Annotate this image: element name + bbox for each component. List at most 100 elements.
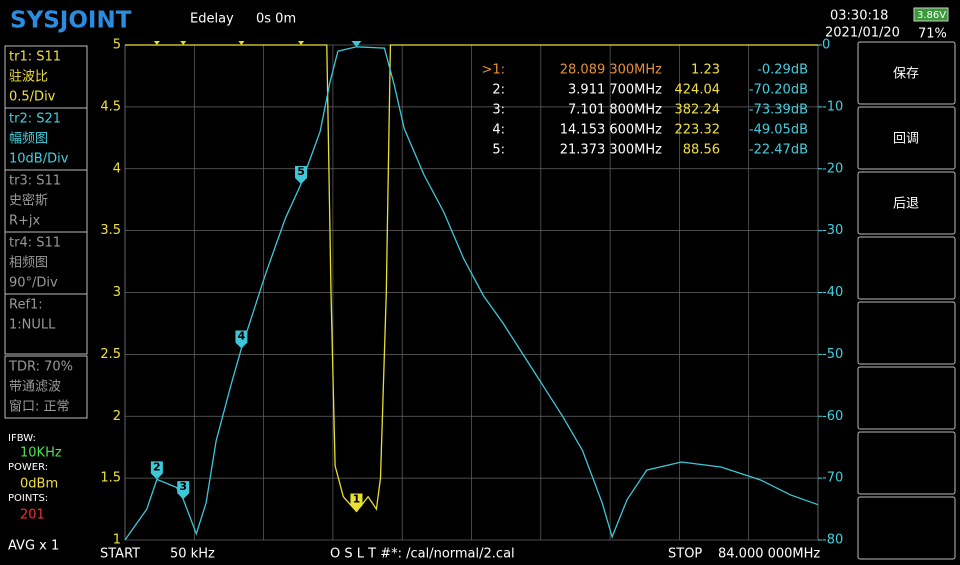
trace-scale: 0.5/Div	[9, 90, 56, 105]
tdr-window: 窗口: 正常	[9, 399, 70, 415]
y-tick-label: 1	[113, 533, 121, 548]
battery-percent: 71%	[918, 27, 947, 42]
marker-swr-value: 1.23	[691, 63, 720, 78]
trace-scale: 90°/Div	[9, 276, 58, 291]
y-tick-label: 3	[113, 285, 121, 300]
trace-name: tr1: S11	[9, 50, 61, 65]
y2-tick-label: -60	[822, 409, 843, 424]
active-marker	[351, 41, 362, 47]
marker-flag-label: 5	[297, 165, 305, 178]
marker-label: 3:	[492, 103, 505, 118]
marker-flag-label: 1	[353, 493, 361, 506]
y2-tick-label: -70	[822, 471, 843, 486]
marker-freq: 21.373 300MHz	[560, 143, 662, 158]
menu-button[interactable]	[857, 366, 956, 430]
menu-button[interactable]	[857, 496, 956, 560]
menu-button[interactable]	[857, 41, 956, 105]
ref-value: 1:NULL	[9, 318, 56, 333]
trace-scale: 10dB/Div	[9, 152, 69, 167]
y2-tick-label: -50	[822, 347, 843, 362]
tdr-name: TDR: 70%	[8, 360, 73, 375]
trace-scale: R+jx	[9, 214, 41, 229]
ifbw: 10KHz	[20, 446, 62, 461]
brand: SYSJOINT	[10, 8, 132, 34]
marker-swr-value: 88.56	[683, 143, 720, 158]
marker-label: 5:	[492, 143, 505, 158]
cal-file: O S L T #*: /cal/normal/2.cal	[330, 547, 515, 562]
ref-name: Ref1:	[9, 298, 43, 313]
y2-tick-label: -30	[822, 223, 843, 238]
marker-swr-value: 424.04	[675, 83, 721, 98]
edelay-label: Edelay	[190, 12, 234, 27]
y-tick-label: 5	[113, 38, 121, 53]
stop-freq: 84.000 000MHz	[718, 547, 820, 562]
battery-voltage: 3.86V	[917, 10, 946, 21]
y-tick-label: 2	[113, 409, 121, 424]
trace-panel: tr1: S11 驻波比 0.5/Div tr2: S21 幅频图 10dB/Div tr3…	[4, 45, 88, 419]
marker-flag-label: 2	[153, 460, 161, 473]
start-freq: 50 kHz	[170, 547, 215, 562]
y2-tick-label: 0	[822, 38, 830, 53]
y-tick-label: 1.5	[100, 471, 121, 486]
battery	[913, 7, 949, 22]
time: 03:30:18	[830, 9, 888, 24]
marker-s21-value: -0.29dB	[757, 63, 808, 78]
trace-name: tr4: S11	[9, 236, 61, 251]
offscale-marker	[180, 41, 187, 45]
menu-button[interactable]	[857, 301, 956, 365]
edelay-value: 0s 0m	[256, 12, 296, 27]
avg: AVG x 1	[8, 539, 59, 554]
offscale-marker	[238, 41, 245, 45]
date: 2021/01/20	[825, 26, 900, 41]
trace-format: 幅频图	[9, 132, 48, 147]
button-label: 保存	[893, 67, 919, 82]
marker-s21-value: -49.05dB	[749, 123, 808, 138]
marker-swr-value: 382.24	[675, 103, 721, 118]
start-label: START	[100, 547, 140, 562]
y2-tick-label: -10	[822, 99, 843, 114]
button-label: 后退	[893, 197, 919, 212]
ifbw-label: IFBW:	[8, 433, 36, 444]
tdr-box[interactable]	[4, 355, 88, 419]
trace-format: 驻波比	[9, 70, 48, 85]
marker-freq: 3.911 700MHz	[568, 83, 662, 98]
y2-tick-label: -20	[822, 161, 843, 176]
menu-button[interactable]	[857, 431, 956, 495]
power: 0dBm	[20, 477, 58, 492]
marker-label: >1:	[481, 63, 505, 78]
trace-name: tr2: S21	[9, 112, 61, 127]
ref-box[interactable]	[4, 293, 88, 355]
y-tick-label: 4	[113, 161, 121, 176]
trace-name: tr3: S11	[9, 174, 61, 189]
button-label: 回调	[893, 132, 919, 147]
marker-s21-value: -73.39dB	[749, 103, 808, 118]
stop-label: STOP	[668, 547, 702, 562]
menu-button[interactable]	[857, 106, 956, 170]
trace-line	[124, 46, 819, 541]
trace-format: 相频图	[9, 256, 48, 271]
marker-label: 2:	[492, 83, 505, 98]
marker-s21	[235, 330, 248, 349]
power-label: POWER:	[8, 462, 48, 473]
marker-flag-label: 3	[179, 480, 187, 493]
y2-tick-label: -80	[822, 533, 843, 548]
marker-freq: 7.101 800MHz	[568, 103, 662, 118]
marker-swr-value: 223.32	[675, 123, 721, 138]
points: 201	[20, 508, 45, 523]
tdr-filter: 带通滤波	[9, 380, 61, 395]
marker-s21-value: -22.47dB	[749, 143, 808, 158]
offscale-marker	[298, 41, 305, 45]
marker-flag-label: 4	[238, 329, 246, 342]
points-label: POINTS:	[8, 493, 48, 504]
y2-tick-label: -40	[822, 285, 843, 300]
marker-freq: 28.089 300MHz	[560, 63, 662, 78]
menu-button[interactable]	[857, 236, 956, 300]
trace-format: 史密斯	[9, 193, 48, 209]
marker-s21-value: -70.20dB	[749, 83, 808, 98]
y-tick-label: 3.5	[100, 223, 121, 238]
offscale-marker	[153, 41, 160, 45]
menu-button[interactable]	[857, 171, 956, 235]
